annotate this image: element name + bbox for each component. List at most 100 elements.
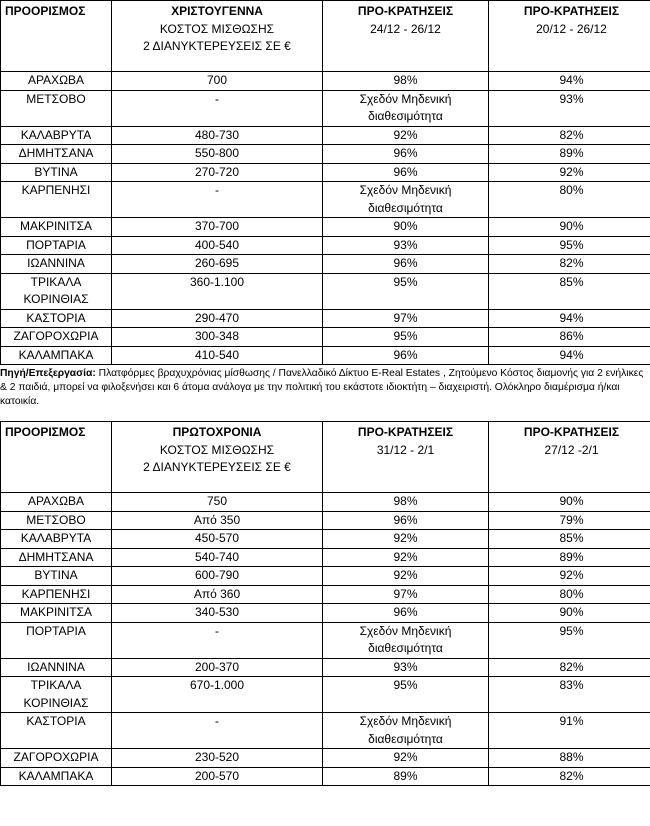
table-cell: 82% [488,657,650,677]
header-cell: ΠΡΟ-ΚΡΑΤΗΣΕΙΣ 24/12 - 26/12 [322,0,489,72]
table-cell: - [111,621,323,659]
table-cell: ΚΑΡΠΕΝΗΣΙ [0,181,112,218]
table-cell: ΜΑΚΡΙΝΙΤΣΑ [0,217,112,237]
table-cell: 700 [111,71,323,91]
table-cell: 370-700 [111,217,323,237]
table-cell: 90% [322,217,489,237]
table-cell: - [111,181,323,218]
table-cell: 88% [488,748,650,768]
header-subtitle: 24/12 - 26/12 [370,21,441,36]
document: ΠΡΟΟΡΙΣΜΟΣ ΧΡΙΣΤΟΥΓΕΝΝΑ ΚΟΣΤΟΣ ΜΙΣΘΩΣΗΣ 2 … [0,0,650,786]
table-row: ΠΟΡΤΑΡΙΑ 400-540 93% 95% [0,235,650,255]
table-cell: ΠΟΡΤΑΡΙΑ [0,235,112,255]
table-row: ΤΡΙΚΑΛΑ ΚΟΡΙΝΘΙΑΣ 670-1.000 95% 83% [0,676,650,713]
header-row: ΠΡΟΟΡΙΣΜΟΣ ΠΡΩΤΟΧΡΟΝΙΑ ΚΟΣΤΟΣ ΜΙΣΘΩΣΗΣ 2 Δ… [0,421,650,493]
table-cell: 96% [322,603,489,623]
header-subtitle: ΚΟΣΤΟΣ ΜΙΣΘΩΣΗΣ 2 ΔΙΑΝΥΚΤΕΡΕΥΣΕΙΣ ΣΕ € [143,442,291,475]
table-cell: - [111,712,323,749]
table-cell: ΒΥΤΙΝΑ [0,162,112,182]
table-cell: ΚΑΛΑΒΡΥΤΑ [0,529,112,549]
table-cell: ΜΕΤΣΟΒΟ [0,89,112,127]
table-cell: 90% [488,217,650,237]
header-cell: ΠΡΩΤΟΧΡΟΝΙΑ ΚΟΣΤΟΣ ΜΙΣΘΩΣΗΣ 2 ΔΙΑΝΥΚΤΕΡΕΥ… [111,421,323,493]
table-cell: - [111,89,323,127]
header-subtitle: 27/12 -2/1 [544,442,599,457]
table-cell: 80% [488,181,650,218]
table-cell: 95% [322,272,489,310]
table-cell: 80% [488,584,650,604]
table-cell: ΑΡΑΧΩΒΑ [0,71,112,91]
table-row: ΠΟΡΤΑΡΙΑ - Σχεδόν Μηδενική διαθεσιμότητα 95… [0,621,650,659]
table-cell: 92% [322,125,489,145]
table-cell: ΚΑΛΑΜΠΑΚΑ [0,345,112,365]
table-cell: 89% [488,144,650,164]
table-cell: ΙΩΑΝΝΙΝΑ [0,657,112,677]
table-row: ΚΑΣΤΟΡΙΑ - Σχεδόν Μηδενική διαθεσιμότητα 91… [0,712,650,749]
table-cell: ΜΑΚΡΙΝΙΤΣΑ [0,603,112,623]
header-cell: ΠΡΟ-ΚΡΑΤΗΣΕΙΣ 31/12 - 2/1 [322,421,489,493]
table-cell: 230-520 [111,748,323,768]
table-cell: 92% [322,748,489,768]
table-cell: ΤΡΙΚΑΛΑ ΚΟΡΙΝΘΙΑΣ [0,272,112,310]
table-cell: ΚΑΣΤΟΡΙΑ [0,712,112,749]
table-cell: Σχεδόν Μηδενική διαθεσιμότητα [322,89,489,127]
table-row: ΜΑΚΡΙΝΙΤΣΑ 370-700 90% 90% [0,217,650,237]
table-cell: 670-1.000 [111,676,323,713]
header-title: ΠΡΟ-ΚΡΑΤΗΣΕΙΣ [357,4,454,18]
table-row: ΖΑΓΟΡΟΧΩΡΙΑ 230-520 92% 88% [0,748,650,768]
table-cell: 96% [322,345,489,365]
table-cell: 94% [488,308,650,328]
table-cell: 93% [322,235,489,255]
table-cell: 96% [322,254,489,274]
header-title: ΠΡΟ-ΚΡΑΤΗΣΕΙΣ [523,425,620,439]
table-cell: ΑΡΑΧΩΒΑ [0,492,112,512]
header-cell: ΠΡΟΟΡΙΣΜΟΣ [0,421,112,493]
table-cell: Από 350 [111,510,323,530]
table-cell: 300-348 [111,327,323,347]
header-subtitle: ΚΟΣΤΟΣ ΜΙΣΘΩΣΗΣ 2 ΔΙΑΝΥΚΤΕΡΕΥΣΕΙΣ ΣΕ € [143,21,291,54]
table-cell: ΔΗΜΗΤΣΑΝΑ [0,144,112,164]
table-cell: 400-540 [111,235,323,255]
header-title: ΠΡΟΟΡΙΣΜΟΣ [5,4,86,18]
table-row: ΚΑΡΠΕΝΗΣΙ Από 360 97% 80% [0,584,650,604]
table-cell: 89% [488,547,650,567]
table-row: ΙΩΑΝΝΙΝΑ 260-695 96% 82% [0,254,650,274]
table-cell: 94% [488,71,650,91]
table-cell: 82% [488,766,650,786]
header-title: ΠΡΟΟΡΙΣΜΟΣ [5,425,86,439]
table-cell: Σχεδόν Μηδενική διαθεσιμότητα [322,712,489,749]
table-row: ΚΑΣΤΟΡΙΑ 290-470 97% 94% [0,308,650,328]
header-title: ΠΡΟ-ΚΡΑΤΗΣΕΙΣ [523,4,620,18]
table-row: ΖΑΓΟΡΟΧΩΡΙΑ 300-348 95% 86% [0,327,650,347]
table-cell: 96% [322,162,489,182]
table-cell: 340-530 [111,603,323,623]
table-cell: 92% [322,566,489,586]
table-cell: 480-730 [111,125,323,145]
table-cell: Σχεδόν Μηδενική διαθεσιμότητα [322,181,489,218]
table-cell: ΚΑΡΠΕΝΗΣΙ [0,584,112,604]
table: ΠΡΟΟΡΙΣΜΟΣ ΧΡΙΣΤΟΥΓΕΝΝΑ ΚΟΣΤΟΣ ΜΙΣΘΩΣΗΣ 2 … [0,0,650,365]
table-cell: 90% [488,492,650,512]
table-cell: 92% [488,566,650,586]
header-cell: ΠΡΟΟΡΙΣΜΟΣ [0,0,112,72]
table-cell: 95% [488,235,650,255]
table-cell: 96% [322,144,489,164]
note: Πηγή/Επεξεργασία: Πλατφόρμες βραχυχρόνια… [0,365,650,421]
table-cell: 360-1.100 [111,272,323,310]
table-cell: 96% [322,510,489,530]
table-cell: 260-695 [111,254,323,274]
table-cell: 200-370 [111,657,323,677]
table-row: ΑΡΑΧΩΒΑ 700 98% 94% [0,71,650,91]
table-cell: ΖΑΓΟΡΟΧΩΡΙΑ [0,327,112,347]
table-cell: 97% [322,308,489,328]
table-cell: ΤΡΙΚΑΛΑ ΚΟΡΙΝΘΙΑΣ [0,676,112,713]
table-row: ΜΑΚΡΙΝΙΤΣΑ 340-530 96% 90% [0,603,650,623]
note-text: Πλατφόρμες βραχυχρόνιας μίσθωσης / Πανελ… [0,368,644,407]
table-cell: 98% [322,71,489,91]
table-row: ΚΑΛΑΜΠΑΚΑ 410-540 96% 94% [0,345,650,365]
table-cell: ΙΩΑΝΝΙΝΑ [0,254,112,274]
table-cell: 450-570 [111,529,323,549]
header-subtitle: 20/12 - 26/12 [536,21,607,36]
header-title: ΠΡΩΤΟΧΡΟΝΙΑ [172,425,262,439]
table-row: ΔΗΜΗΤΣΑΝΑ 550-800 96% 89% [0,144,650,164]
